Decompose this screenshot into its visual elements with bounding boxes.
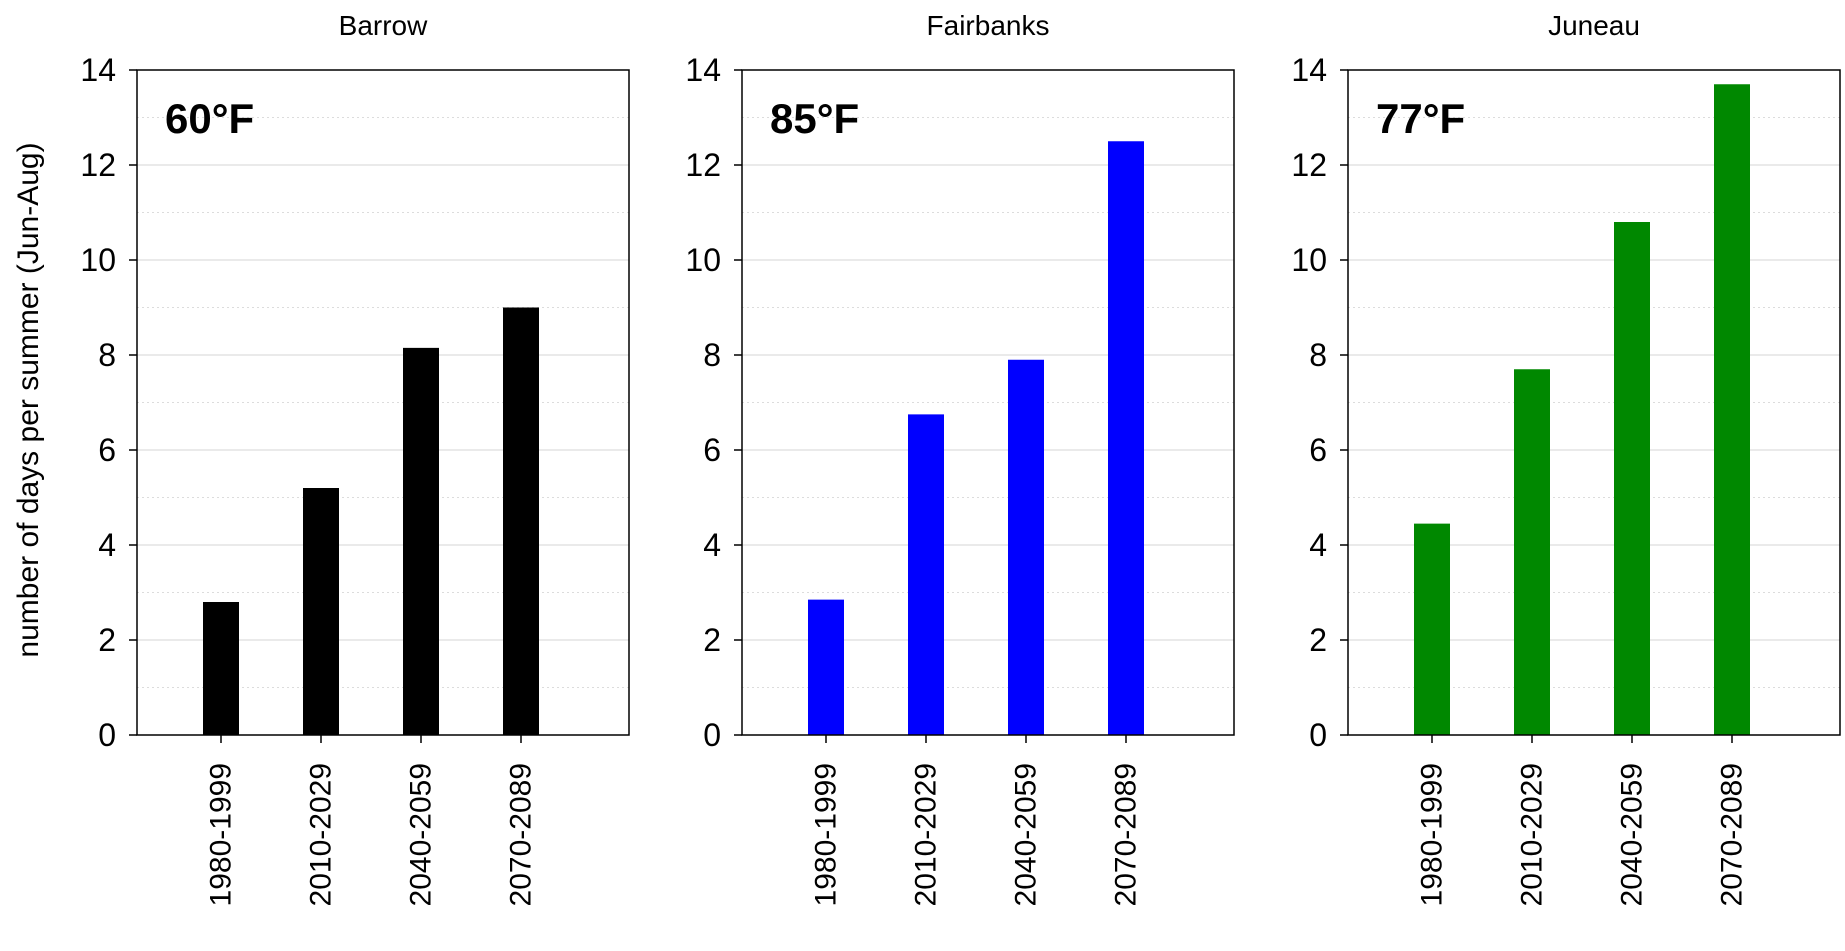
y-tick-label: 6 (98, 432, 116, 468)
y-tick-label: 14 (685, 52, 721, 88)
y-tick-label: 10 (685, 242, 721, 278)
x-tick-label: 1980-1999 (1416, 763, 1449, 906)
y-tick-label: 8 (1309, 337, 1327, 373)
y-tick-label: 4 (1309, 527, 1327, 563)
panel-juneau: 1980-1999 2010-2029 2040-2059 2070-2089 0 2 4 6… (1291, 10, 1841, 906)
plot-frame (741, 69, 1235, 736)
y-tick-label: 2 (1309, 622, 1327, 658)
bar-barrow-2040-2059 (403, 347, 439, 735)
y-tick-label: 10 (80, 242, 116, 278)
panel-title: Barrow (339, 10, 428, 41)
y-tick-label: 4 (703, 527, 721, 563)
bar-juneau-2010-2029 (1514, 369, 1550, 735)
y-tick-label: 6 (1309, 432, 1327, 468)
bar-juneau-2040-2059 (1614, 222, 1650, 735)
y-tick-label: 4 (98, 527, 116, 563)
bar-fairbanks-2040-2059 (1008, 359, 1044, 735)
y-tick-label: 14 (1291, 52, 1327, 88)
x-tick-label: 2070-2089 (1716, 763, 1749, 906)
x-tick-label: 1980-1999 (810, 763, 843, 906)
panel-fairbanks: 1980-1999 2010-2029 2040-2059 2070-2089 0 2 4 6… (685, 10, 1235, 906)
bar-fairbanks-2070-2089 (1108, 141, 1144, 735)
x-tick-label: 2010-2029 (305, 763, 338, 906)
x-tick-label: 2040-2059 (1010, 763, 1043, 906)
x-tick-label: 2040-2059 (405, 763, 438, 906)
y-tick-label: 2 (98, 622, 116, 658)
panel-barrow: 1980-1999 2010-2029 2040-2059 2070-2089 0 2 4 6… (80, 10, 630, 906)
y-tick-label: 8 (703, 337, 721, 373)
bar-juneau-2070-2089 (1714, 84, 1750, 735)
panel-title: Juneau (1548, 10, 1640, 41)
y-tick-label: 0 (98, 717, 116, 753)
panel-title: Fairbanks (927, 10, 1050, 41)
y-tick-label: 8 (98, 337, 116, 373)
bar-barrow-2010-2029 (303, 488, 339, 735)
x-tick-label: 2070-2089 (505, 763, 538, 906)
y-tick-label: 14 (80, 52, 116, 88)
bar-fairbanks-1980-1999 (808, 599, 844, 735)
x-tick-label: 2010-2029 (910, 763, 943, 906)
plot-frame (136, 69, 630, 736)
x-tick-label: 2070-2089 (1110, 763, 1143, 906)
y-tick-label: 12 (80, 147, 116, 183)
x-tick-label: 2010-2029 (1516, 763, 1549, 906)
y-tick-label: 10 (1291, 242, 1327, 278)
y-tick-label: 0 (703, 717, 721, 753)
threshold-annotation: 60°F (165, 95, 254, 142)
plot-frame (1347, 69, 1841, 736)
threshold-annotation: 77°F (1376, 95, 1465, 142)
y-tick-label: 6 (703, 432, 721, 468)
bar-juneau-1980-1999 (1414, 523, 1450, 735)
y-tick-label: 12 (1291, 147, 1327, 183)
y-tick-label: 2 (703, 622, 721, 658)
x-tick-label: 1980-1999 (205, 763, 238, 906)
y-axis-label: number of days per summer (Jun-Aug) (12, 142, 45, 657)
y-tick-label: 0 (1309, 717, 1327, 753)
bar-barrow-1980-1999 (203, 602, 239, 735)
bar-barrow-2070-2089 (503, 307, 539, 735)
y-tick-label: 12 (685, 147, 721, 183)
x-tick-label: 2040-2059 (1616, 763, 1649, 906)
threshold-annotation: 85°F (770, 95, 859, 142)
bar-fairbanks-2010-2029 (908, 414, 944, 735)
